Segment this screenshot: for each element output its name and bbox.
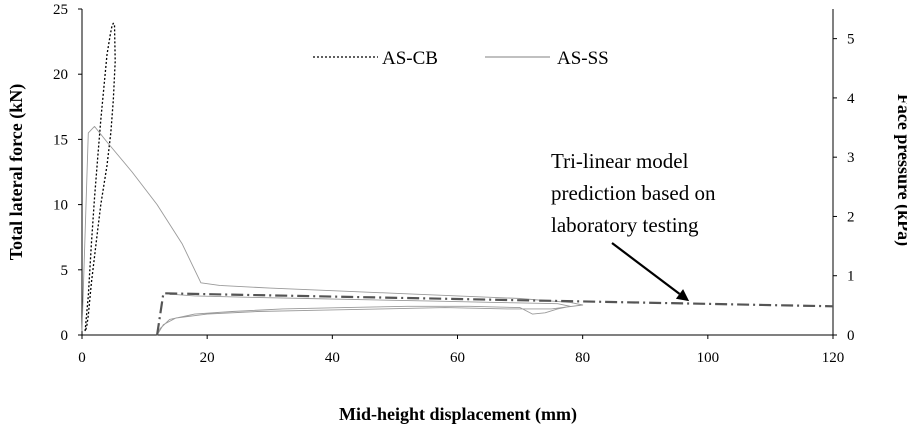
y2-tick-label: 1 xyxy=(847,269,855,285)
annotation-line-3: laboratory testing xyxy=(551,213,699,237)
y2-tick-label: 3 xyxy=(847,150,855,166)
y-tick-label: 5 xyxy=(61,263,69,279)
legend-label-as-cb: AS-CB xyxy=(382,48,438,69)
x-tick-label: 60 xyxy=(450,350,465,366)
y-tick-label: 15 xyxy=(53,132,68,148)
annotation-arrow-head xyxy=(675,289,690,302)
y-tick-label: 0 xyxy=(61,328,69,344)
y2-axis-title: Face pressure (kPa) xyxy=(893,94,907,246)
annotation: Tri-linear model prediction based on lab… xyxy=(551,149,716,302)
x-tick-label: 40 xyxy=(325,350,340,366)
y-tick-label: 25 xyxy=(53,2,68,18)
y2-tick-label: 2 xyxy=(847,209,855,225)
x-tick-label: 0 xyxy=(78,350,86,366)
annotation-line-1: Tri-linear model xyxy=(551,149,689,173)
x-tick-label: 120 xyxy=(822,350,845,366)
plot-area xyxy=(81,22,834,336)
y-tick-label: 10 xyxy=(53,198,68,214)
y2-tick-label: 4 xyxy=(847,91,855,107)
series-line-tri-linear-model xyxy=(156,292,834,336)
x-axis-title: Mid-height displacement (mm) xyxy=(339,404,577,425)
x-tick-label: 100 xyxy=(697,350,720,366)
axes xyxy=(78,8,837,339)
y-tick-label: 20 xyxy=(53,67,68,83)
annotation-arrow xyxy=(611,242,681,295)
x-tick-label: 20 xyxy=(200,350,215,366)
annotation-line-2: prediction based on xyxy=(551,181,716,205)
legend-label-as-ss: AS-SS xyxy=(557,48,609,69)
x-tick-label: 80 xyxy=(575,350,590,366)
series-line-as-ss xyxy=(81,125,584,336)
y-axis-title: Total lateral force (kN) xyxy=(6,84,27,260)
y2-tick-label: 5 xyxy=(847,32,855,48)
y2-tick-label: 0 xyxy=(847,328,855,344)
legend: AS-CB AS-SS xyxy=(313,48,609,69)
series-line-as-cb xyxy=(84,22,116,332)
